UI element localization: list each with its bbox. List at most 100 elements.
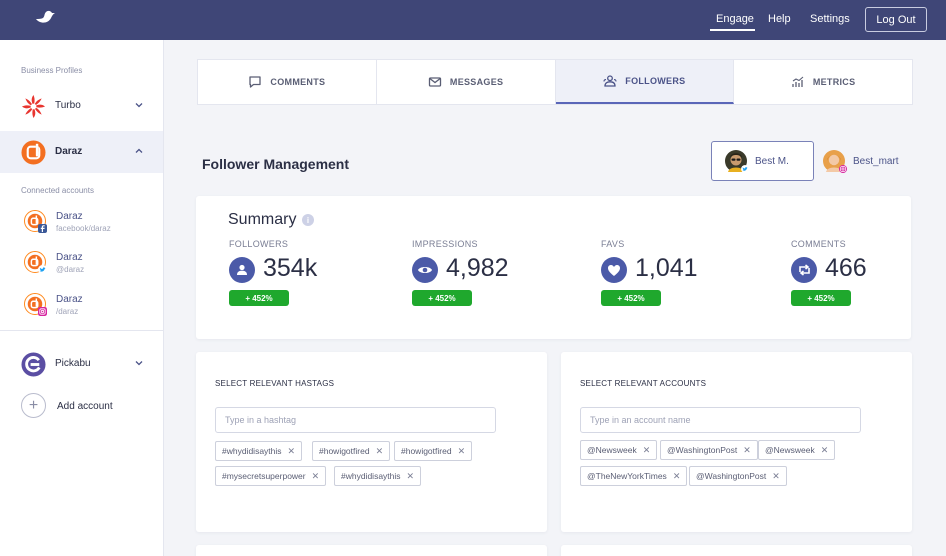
- close-icon[interactable]: ✕: [457, 445, 466, 456]
- close-icon[interactable]: ✕: [772, 470, 780, 481]
- metric-value: 354k: [263, 254, 318, 282]
- tag-label: #howigotfired: [319, 446, 370, 456]
- profile-chip-best-mart[interactable]: Best_mart: [820, 141, 910, 181]
- hashtags-title: SELECT RELEVANT HASTAGS: [215, 379, 335, 388]
- section-tabs: COMMENTS MESSAGES FOLLOWERS METRICS: [197, 59, 913, 105]
- pickabu-logo-icon: [21, 352, 46, 377]
- nav-help[interactable]: Help: [768, 13, 791, 25]
- tab-label: FOLLOWERS: [625, 76, 686, 86]
- sidebar: Business Profiles Turbo: [0, 40, 164, 556]
- metric-comments: COMMENTS 466 + 452%: [791, 239, 941, 319]
- tab-comments[interactable]: COMMENTS: [198, 60, 377, 104]
- summary-card: Summary i FOLLOWERS 354k + 452% IMPRESSI…: [196, 196, 911, 339]
- connected-account-instagram[interactable]: Daraz /daraz: [0, 291, 163, 327]
- hashtag-input[interactable]: Type in a hashtag: [215, 407, 496, 433]
- account-input[interactable]: Type in an account name: [580, 407, 861, 433]
- close-icon[interactable]: ✕: [820, 444, 829, 455]
- account-tag[interactable]: @TheNewYorkTimes ✕: [580, 466, 688, 486]
- connected-account-twitter[interactable]: Daraz @daraz: [0, 249, 163, 285]
- info-icon[interactable]: i: [302, 214, 314, 226]
- tag-label: #mysecretsuperpower: [222, 471, 306, 481]
- account-tag[interactable]: @Newsweek ✕: [580, 440, 658, 460]
- page-title: Follower Management: [202, 156, 350, 172]
- nav-settings[interactable]: Settings: [810, 13, 850, 25]
- sidebar-profile-label: Daraz: [55, 146, 83, 157]
- hashtag-tag[interactable]: #mysecretsuperpower ✕: [215, 466, 327, 486]
- hashtag-tag[interactable]: #whydidisaythis ✕: [334, 466, 422, 486]
- account-handle: @daraz: [56, 265, 85, 274]
- tab-messages[interactable]: MESSAGES: [377, 60, 556, 104]
- close-icon[interactable]: ✕: [642, 444, 651, 455]
- daraz-account-avatar: [24, 293, 46, 315]
- tag-label: @Newsweek: [765, 445, 815, 455]
- nav-engage[interactable]: Engage: [716, 13, 754, 25]
- metric-change-badge: + 452%: [791, 290, 851, 306]
- tab-metrics[interactable]: METRICS: [734, 60, 912, 104]
- close-icon[interactable]: ✕: [743, 444, 751, 455]
- metric-value: 466: [825, 254, 867, 282]
- envelope-icon: [428, 77, 442, 87]
- tab-label: METRICS: [812, 77, 856, 87]
- sidebar-profile-daraz[interactable]: Daraz: [0, 131, 163, 173]
- profile-chip-label: Best M.: [755, 155, 789, 167]
- account-tag[interactable]: @WashingtonPost ✕: [660, 440, 758, 460]
- account-name: Daraz: [56, 211, 83, 222]
- hashtag-tag[interactable]: #whydidisaythis ✕: [215, 441, 303, 461]
- metric-followers: FOLLOWERS 354k + 452%: [229, 239, 379, 319]
- lower-card: [196, 545, 547, 556]
- tag-label: @Newsweek: [587, 445, 637, 455]
- metric-label: IMPRESSIONS: [412, 239, 478, 249]
- logout-button[interactable]: Log Out: [865, 7, 927, 32]
- metric-favs: FAVS 1,041 + 452%: [601, 239, 751, 319]
- summary-title: Summary: [228, 211, 297, 228]
- accounts-title: SELECT RELEVANT ACCOUNTS: [580, 379, 707, 388]
- add-account-link[interactable]: Add account: [57, 401, 113, 412]
- metric-change-badge: + 452%: [601, 290, 661, 306]
- tab-label: COMMENTS: [270, 77, 326, 87]
- nav-active-indicator: [710, 29, 755, 31]
- chevron-up-icon[interactable]: [134, 146, 144, 156]
- close-icon[interactable]: ✕: [672, 470, 681, 481]
- daraz-logo-icon: [21, 140, 46, 165]
- tab-label: MESSAGES: [449, 77, 504, 87]
- hashtag-tag[interactable]: #howigotfired ✕: [312, 441, 391, 461]
- account-tag[interactable]: @WashingtonPost ✕: [689, 466, 787, 486]
- chevron-down-icon[interactable]: [134, 100, 144, 110]
- account-tag[interactable]: @Newsweek ✕: [758, 440, 836, 460]
- lower-card: [561, 545, 912, 556]
- bird-logo-icon[interactable]: [34, 9, 56, 27]
- tag-label: #whydidisaythis: [341, 471, 401, 481]
- facebook-icon: [38, 224, 47, 233]
- comment-icon: [249, 76, 262, 88]
- instagram-icon: [38, 307, 47, 316]
- profile-chip-best-m[interactable]: Best M.: [711, 141, 814, 181]
- plus-icon[interactable]: +: [21, 393, 46, 418]
- metric-impressions: IMPRESSIONS 4,982 + 452%: [412, 239, 562, 319]
- tab-followers[interactable]: FOLLOWERS: [555, 60, 735, 104]
- sidebar-profile-turbo[interactable]: Turbo: [0, 85, 163, 127]
- close-icon[interactable]: ✕: [375, 445, 384, 456]
- metric-change-badge: + 452%: [412, 290, 472, 306]
- chevron-down-icon[interactable]: [134, 358, 144, 368]
- close-icon[interactable]: ✕: [311, 470, 320, 481]
- metric-label: FAVS: [601, 239, 625, 249]
- sidebar-divider: [0, 330, 163, 331]
- sidebar-profile-pickabu[interactable]: Pickabu: [0, 343, 163, 385]
- hashtag-tag[interactable]: #howigotfired ✕: [394, 441, 473, 461]
- metric-value: 4,982: [446, 254, 509, 282]
- twitter-icon: [741, 165, 749, 173]
- eye-icon: [412, 257, 438, 283]
- account-name: Daraz: [56, 294, 83, 305]
- account-handle: /daraz: [56, 307, 79, 316]
- metric-value: 1,041: [635, 254, 698, 282]
- tag-label: @WashingtonPost: [696, 471, 767, 481]
- twitter-icon: [38, 265, 47, 274]
- close-icon[interactable]: ✕: [406, 470, 415, 481]
- connected-account-facebook[interactable]: Daraz facebook/daraz: [0, 208, 163, 244]
- avatar: [823, 150, 847, 173]
- user-icon: [229, 257, 255, 283]
- business-profiles-label: Business Profiles: [21, 66, 83, 75]
- avatar: [725, 150, 749, 173]
- profile-chip-label: Best_mart: [853, 155, 899, 167]
- close-icon[interactable]: ✕: [287, 445, 296, 456]
